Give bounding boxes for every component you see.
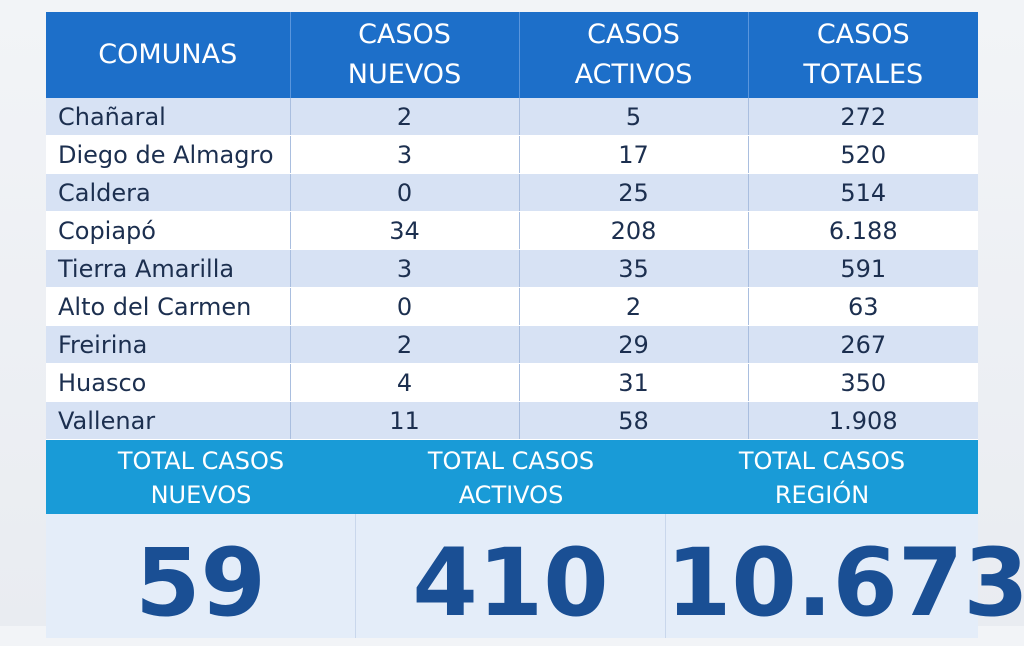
total-nuevos-label: TOTAL CASOS NUEVOS <box>46 440 356 514</box>
cell-comuna: Freirina <box>46 325 291 364</box>
header-line: CASOS <box>587 19 680 50</box>
table-row: Alto del Carmen 0 2 63 <box>46 287 978 326</box>
table-row: Copiapó 34 208 6.188 <box>46 211 978 250</box>
header-casos-totales: CASOS TOTALES <box>748 12 978 98</box>
header-casos-nuevos: CASOS NUEVOS <box>290 12 520 98</box>
cell-nuevos: 2 <box>290 325 520 364</box>
total-region-label: TOTAL CASOS REGIÓN <box>666 440 978 514</box>
total-activos-label: TOTAL CASOS ACTIVOS <box>356 440 666 514</box>
cell-nuevos: 3 <box>290 135 520 174</box>
cell-nuevos: 0 <box>290 287 520 326</box>
cell-activos: 29 <box>519 325 749 364</box>
label-line: TOTAL CASOS <box>427 447 595 475</box>
cell-totales: 6.188 <box>748 211 978 250</box>
table-row: Huasco 4 31 350 <box>46 363 978 402</box>
cell-nuevos: 0 <box>290 173 520 212</box>
label-line: REGIÓN <box>774 481 870 509</box>
label-line: TOTAL CASOS <box>738 447 906 475</box>
table-row: Freirina 2 29 267 <box>46 325 978 364</box>
header-line: ACTIVOS <box>574 59 693 90</box>
cell-totales: 267 <box>748 325 978 364</box>
header-line: NUEVOS <box>347 59 462 90</box>
cell-comuna: Vallenar <box>46 401 291 440</box>
cell-comuna: Tierra Amarilla <box>46 249 291 288</box>
table-header-row: COMUNAS CASOS NUEVOS CASOS ACTIVOS CASOS… <box>46 12 978 98</box>
cell-nuevos: 4 <box>290 363 520 402</box>
table-row: Caldera 0 25 514 <box>46 173 978 212</box>
header-line: CASOS <box>358 19 451 50</box>
cell-activos: 58 <box>519 401 749 440</box>
header-line: CASOS <box>816 19 910 50</box>
cell-totales: 63 <box>748 287 978 326</box>
cell-comuna: Chañaral <box>46 98 291 136</box>
cell-totales: 591 <box>748 249 978 288</box>
table-row: Vallenar 11 58 1.908 <box>46 401 978 440</box>
cell-activos: 2 <box>519 287 749 326</box>
cases-panel: COMUNAS CASOS NUEVOS CASOS ACTIVOS CASOS… <box>46 12 1024 638</box>
cell-totales: 272 <box>748 98 978 136</box>
total-region-value: 10.673 <box>666 529 1024 638</box>
header-line: TOTALES <box>803 59 924 90</box>
table-row: Diego de Almagro 3 17 520 <box>46 135 978 174</box>
totals-header: TOTAL CASOS NUEVOS TOTAL CASOS ACTIVOS T… <box>46 440 978 514</box>
cell-nuevos: 34 <box>290 211 520 250</box>
cell-activos: 17 <box>519 135 749 174</box>
cell-totales: 514 <box>748 173 978 212</box>
header-comunas: COMUNAS <box>46 12 291 98</box>
cell-totales: 1.908 <box>748 401 978 440</box>
cell-activos: 5 <box>519 98 749 136</box>
cell-activos: 25 <box>519 173 749 212</box>
total-nuevos-value: 59 <box>46 514 356 638</box>
cell-comuna: Caldera <box>46 173 291 212</box>
label-line: NUEVOS <box>150 481 252 509</box>
total-activos-value: 410 <box>356 514 666 638</box>
totals-values: 59 410 10.673 <box>46 514 1024 638</box>
cell-comuna: Copiapó <box>46 211 291 250</box>
table-row: Tierra Amarilla 3 35 591 <box>46 249 978 288</box>
cell-activos: 31 <box>519 363 749 402</box>
cell-activos: 208 <box>519 211 749 250</box>
cell-nuevos: 3 <box>290 249 520 288</box>
cell-totales: 520 <box>748 135 978 174</box>
label-line: TOTAL CASOS <box>117 447 285 475</box>
cases-table: COMUNAS CASOS NUEVOS CASOS ACTIVOS CASOS… <box>46 12 978 440</box>
cell-activos: 35 <box>519 249 749 288</box>
header-casos-activos: CASOS ACTIVOS <box>519 12 749 98</box>
label-line: ACTIVOS <box>458 481 564 509</box>
table-row: Chañaral 2 5 272 <box>46 98 978 136</box>
cell-comuna: Alto del Carmen <box>46 287 291 326</box>
cell-comuna: Huasco <box>46 363 291 402</box>
cell-totales: 350 <box>748 363 978 402</box>
cell-nuevos: 11 <box>290 401 520 440</box>
cell-comuna: Diego de Almagro <box>46 135 291 174</box>
cell-nuevos: 2 <box>290 98 520 136</box>
